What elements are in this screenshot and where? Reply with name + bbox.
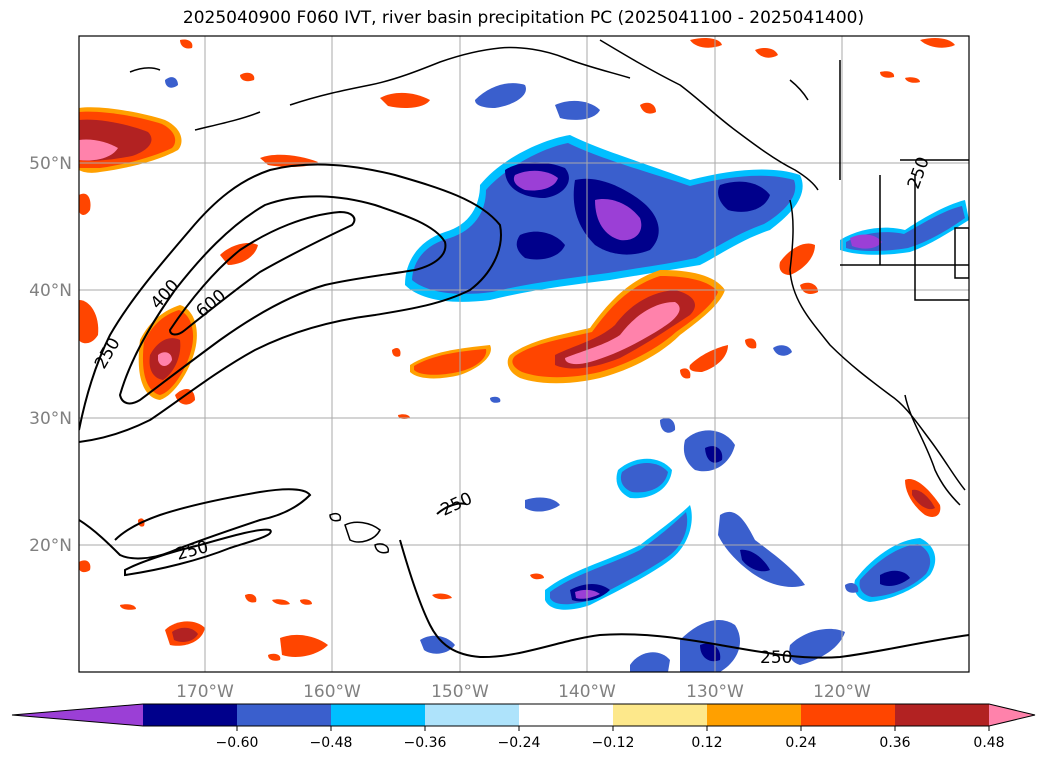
longitude-labels: 170°W 160°W 150°W 140°W 130°W 120°W [176,682,871,702]
colorbar-outline [11,703,1036,727]
lat-label: 50°N [29,154,72,174]
colorbar-extend-min [12,704,143,726]
colorbar-tick-label: −0.24 [498,735,541,751]
lat-label: 30°N [29,409,72,429]
colorbar-tick-label: −0.60 [216,735,259,751]
colorbar-segment [613,704,708,726]
colorbar-tick-label: −0.12 [592,735,635,751]
lat-label: 40°N [29,281,72,301]
colorbar-segment [331,704,426,726]
lon-label: 120°W [813,682,871,702]
lat-label: 20°N [29,536,72,556]
colorbar-segment [143,704,238,726]
colorbar [11,703,1036,727]
colorbar-segment [237,704,332,726]
colorbar-segment [801,704,896,726]
positive-anomaly-fields [79,37,955,661]
colorbar-segment [519,704,614,726]
colorbar-segment [707,704,802,726]
colorbar-tick-label: 0.36 [879,735,910,751]
colorbar-segment [895,704,990,726]
graticule [79,36,969,672]
lon-label: 150°W [431,682,489,702]
contour-label: 250 [760,648,792,668]
colorbar-ticks: −0.60 −0.48 −0.36 −0.24 −0.12 0.12 0.24 0.36 0.4… [216,726,1005,751]
colorbar-tick-label: 0.24 [785,735,816,751]
lon-label: 170°W [176,682,234,702]
colorbar-segment [425,704,520,726]
coastlines [129,39,969,554]
colorbar-tick-label: 0.48 [973,735,1004,751]
ivt-contours [79,163,969,659]
lon-label: 140°W [558,682,616,702]
colorbar-tick-label: 0.12 [691,735,722,751]
latitude-labels: 50°N 40°N 30°N 20°N [29,154,72,556]
negative-anomaly-fields [165,77,969,672]
lon-label: 130°W [686,682,744,702]
colorbar-tick-label: −0.36 [404,735,447,751]
colorbar-tick-label: −0.48 [310,735,353,751]
map-frame [78,35,970,673]
colorbar-extend-max [989,704,1035,726]
map-plot-area: 250 400 600 250 250 250 250 [79,36,969,672]
map-title: 2025040900 F060 IVT, river basin precipi… [182,8,865,28]
lon-label: 160°W [303,682,361,702]
